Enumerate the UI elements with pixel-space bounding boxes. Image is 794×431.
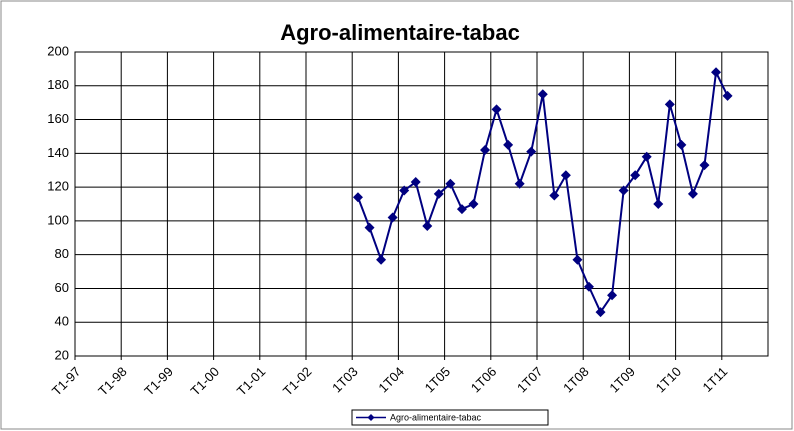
chart-title: Agro-alimentaire-tabac (280, 20, 520, 45)
point-marker (653, 199, 664, 209)
point-marker (456, 204, 467, 215)
y-tick-label: 20 (55, 347, 69, 362)
point-marker (422, 220, 433, 231)
point-marker (641, 151, 652, 162)
point-marker (549, 190, 560, 201)
point-marker (376, 254, 387, 265)
legend-box (351, 409, 549, 426)
y-tick-label: 140 (47, 145, 69, 160)
y-tick-label: 160 (47, 111, 69, 126)
point-marker (445, 178, 456, 189)
point-marker (595, 307, 606, 318)
point-marker (480, 144, 491, 155)
y-tick-label: 120 (47, 179, 69, 194)
y-tick-label: 80 (55, 246, 69, 261)
point-marker (503, 139, 514, 150)
point-marker (630, 170, 641, 181)
point-marker (711, 67, 722, 78)
y-tick-label: 200 (47, 43, 69, 58)
point-marker (618, 185, 629, 196)
point-marker (664, 99, 675, 110)
point-marker (387, 212, 398, 223)
point-marker (607, 290, 618, 301)
point-marker (410, 177, 421, 188)
point-marker (583, 281, 594, 292)
y-tick-label: 180 (47, 77, 69, 92)
point-marker (560, 170, 571, 181)
point-marker (699, 160, 710, 171)
y-tick-label: 60 (55, 280, 69, 295)
point-marker (364, 222, 375, 233)
legend-marker (367, 414, 375, 421)
legend-label: Agro-alimentaire-tabac (390, 412, 482, 422)
point-marker (399, 185, 410, 196)
point-marker (537, 89, 548, 100)
legend: Agro-alimentaire-tabac (351, 409, 549, 426)
point-marker (491, 104, 502, 115)
point-marker (352, 192, 363, 203)
point-marker (676, 139, 687, 150)
point-marker (468, 199, 479, 209)
point-marker (514, 178, 525, 189)
y-tick-label: 40 (55, 314, 69, 329)
point-marker (572, 254, 583, 265)
point-marker (722, 90, 733, 101)
point-marker (433, 188, 444, 199)
point-marker (687, 188, 698, 199)
point-marker (526, 146, 537, 157)
y-tick-label: 100 (47, 212, 69, 227)
